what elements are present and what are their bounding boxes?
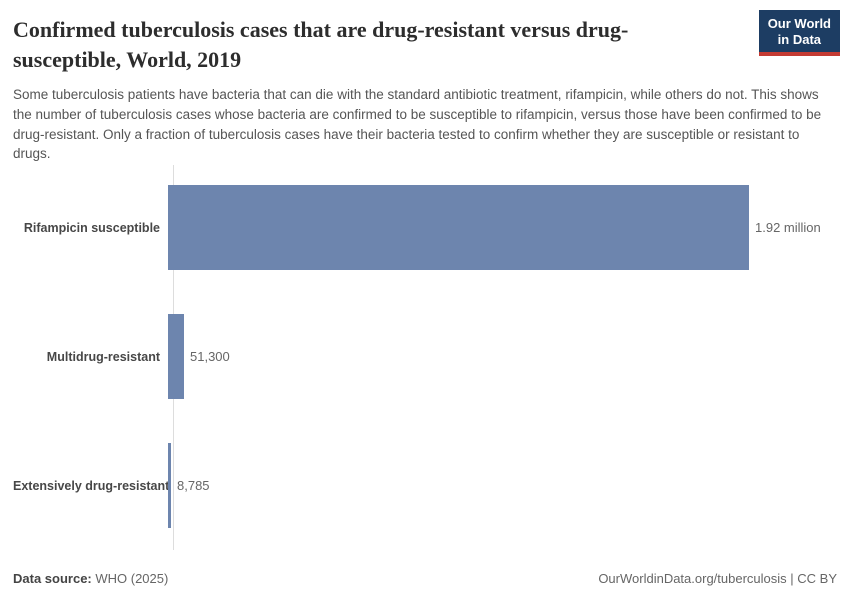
bar-row-multidrug-resistant: Multidrug-resistant 51,300 bbox=[13, 292, 837, 421]
footer-attribution: OurWorldinData.org/tuberculosis | CC BY bbox=[598, 571, 837, 586]
bar-chart: Rifampicin susceptible 1.92 million Mult… bbox=[13, 163, 837, 550]
footer-license: CC BY bbox=[797, 571, 837, 586]
chart-subtitle: Some tuberculosis patients have bacteria… bbox=[13, 87, 822, 162]
bar-multidrug-resistant bbox=[168, 314, 184, 399]
footer-separator: | bbox=[786, 571, 798, 586]
chart-footer: Data source: WHO (2025) OurWorldinData.o… bbox=[13, 571, 837, 586]
bar-label: Rifampicin susceptible bbox=[23, 220, 160, 235]
chart-header: Confirmed tuberculosis cases that are dr… bbox=[0, 0, 850, 164]
bar-value-label: 1.92 million bbox=[755, 220, 821, 235]
owid-logo-line1: Our World bbox=[767, 16, 831, 31]
footer-url-link[interactable]: OurWorldinData.org/tuberculosis bbox=[598, 571, 787, 586]
owid-logo: Our World in Data bbox=[758, 10, 840, 57]
owid-logo-line2: in Data bbox=[777, 31, 822, 47]
chart-title: Confirmed tuberculosis cases that are dr… bbox=[13, 17, 629, 72]
bar-value-label: 8,785 bbox=[177, 478, 210, 493]
bar-value-label: 51,300 bbox=[190, 349, 230, 364]
bar-row-extensively-drug-resistant: Extensively drug-resistant 8,785 bbox=[13, 421, 837, 550]
data-source-label: Data source: bbox=[13, 571, 92, 586]
bar-label: Multidrug-resistant bbox=[46, 349, 160, 364]
bar-rifampicin-susceptible bbox=[168, 185, 749, 270]
data-source-value: WHO (2025) bbox=[91, 571, 169, 586]
bar-row-rifampicin-susceptible: Rifampicin susceptible 1.92 million bbox=[13, 163, 837, 292]
data-source: Data source: WHO (2025) bbox=[13, 571, 168, 586]
bar-extensively-drug-resistant bbox=[168, 443, 171, 528]
bar-label: Extensively drug-resistant bbox=[13, 478, 170, 493]
